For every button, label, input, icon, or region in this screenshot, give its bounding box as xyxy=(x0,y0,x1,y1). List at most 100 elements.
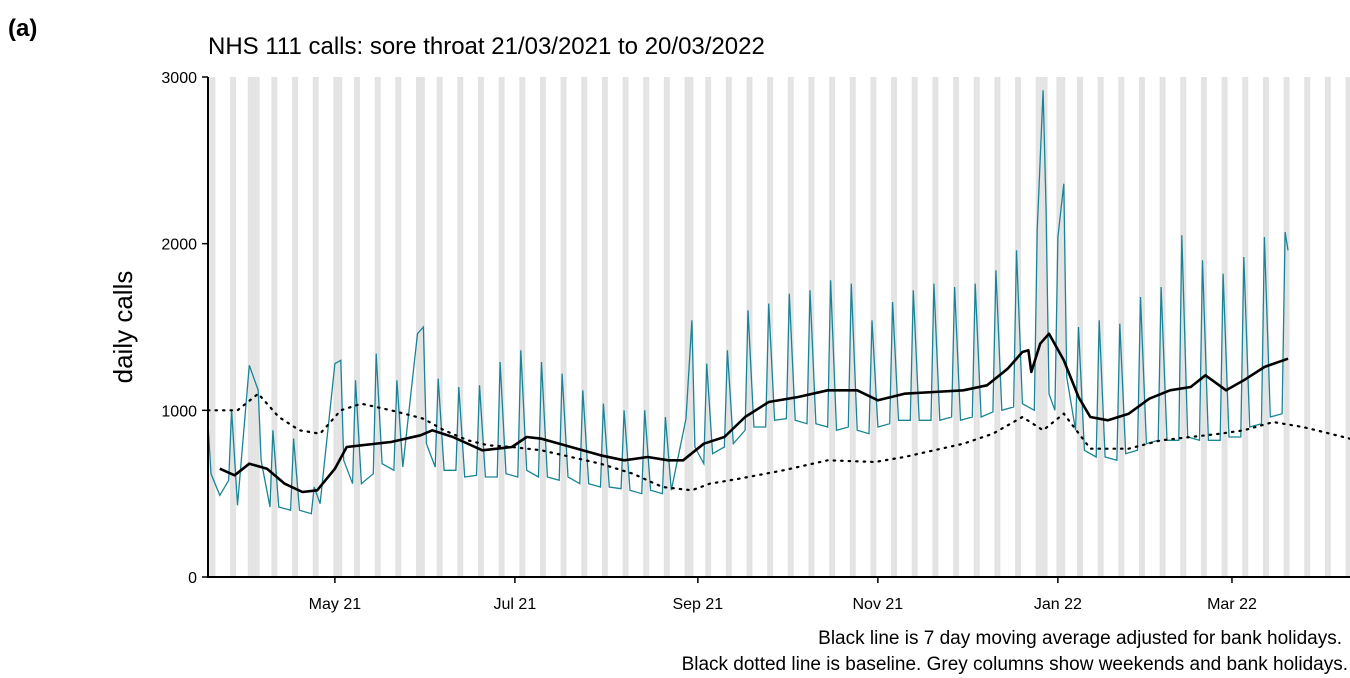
weekend-column xyxy=(1242,77,1246,577)
weekend-column xyxy=(374,77,378,577)
weekend-column xyxy=(725,77,729,577)
weekend-column xyxy=(292,77,296,577)
y-tick-label: 1000 xyxy=(161,403,197,420)
weekend-column xyxy=(563,77,567,577)
y-tick-label: 3000 xyxy=(161,70,197,87)
daily-line xyxy=(207,90,1289,515)
weekend-column xyxy=(416,77,419,577)
weekend-column xyxy=(501,77,505,577)
weekend-column xyxy=(460,77,464,577)
weekend-column xyxy=(253,77,257,577)
weekend-column xyxy=(643,77,647,577)
moving-average-line xyxy=(219,332,1289,494)
weekend-column xyxy=(935,77,939,577)
weekend-column xyxy=(539,77,543,577)
weekend-column xyxy=(1056,77,1060,577)
x-tick-label: Jan 22 xyxy=(1034,596,1082,613)
weekend-column xyxy=(398,77,402,577)
weekend-column xyxy=(749,77,753,577)
weekend-column xyxy=(478,77,481,577)
weekend-column xyxy=(395,77,399,577)
weekend-column xyxy=(480,77,484,577)
weekend-column xyxy=(439,77,443,577)
weekend-column xyxy=(295,77,299,577)
weekend-column xyxy=(457,77,461,577)
chart-title: NHS 111 calls: sore throat 21/03/2021 to… xyxy=(208,33,765,60)
weekend-column xyxy=(339,77,343,577)
weekend-column xyxy=(1324,77,1328,577)
weekend-column xyxy=(1162,77,1166,577)
weekend-column xyxy=(1221,77,1225,577)
weekend-column xyxy=(233,77,237,577)
weekend-column xyxy=(1180,77,1184,577)
x-tick-label: Sep 21 xyxy=(672,596,723,613)
x-axis-ticks: May 21 Jul 21 Sep 21 Nov 21 Jan 22 Mar 22 xyxy=(309,577,1257,613)
weekend-column xyxy=(436,77,440,577)
footnote-1: Black line is 7 day moving average adjus… xyxy=(818,628,1342,649)
weekend-column xyxy=(1200,77,1204,577)
weekend-column xyxy=(705,77,709,577)
weekend-column xyxy=(1035,77,1039,577)
weekend-column xyxy=(1044,77,1048,577)
series-layer xyxy=(206,90,1350,515)
weekend-column xyxy=(212,77,216,577)
weekend-column xyxy=(1121,77,1125,577)
weekend-column xyxy=(894,77,898,577)
weekend-column xyxy=(625,77,629,577)
weekend-column xyxy=(953,77,957,577)
weekend-column xyxy=(790,77,794,577)
weekend-column xyxy=(663,77,667,577)
weekend-column xyxy=(1100,77,1104,577)
weekend-column xyxy=(542,77,546,577)
weekend-column xyxy=(770,77,774,577)
weekend-column xyxy=(601,77,605,577)
x-tick-label: Mar 22 xyxy=(1207,596,1257,613)
weekend-column xyxy=(956,77,960,577)
weekend-column xyxy=(1159,77,1163,577)
weekend-column xyxy=(666,77,670,577)
weekend-column xyxy=(336,77,340,577)
weekend-column xyxy=(932,77,936,577)
weekend-column xyxy=(247,77,251,577)
weekend-column xyxy=(1224,77,1228,577)
x-tick-label: Jul 21 xyxy=(494,596,537,613)
weekend-column xyxy=(271,77,275,577)
weekend-column xyxy=(973,77,977,577)
weekend-column xyxy=(994,77,998,577)
weekend-column xyxy=(1307,77,1311,577)
weekend-column xyxy=(584,77,588,577)
weekend-column xyxy=(1059,77,1063,577)
y-axis-label: daily calls xyxy=(108,271,138,384)
weekend-column xyxy=(498,77,502,577)
weekend-column xyxy=(708,77,712,577)
weekend-column xyxy=(1038,77,1042,577)
weekend-column xyxy=(849,77,853,577)
weekend-column xyxy=(1015,77,1019,577)
weekend-column xyxy=(808,77,812,577)
weekend-column xyxy=(522,77,526,577)
weekend-column xyxy=(1286,77,1290,577)
weekend-column xyxy=(418,77,422,577)
y-tick-label: 2000 xyxy=(161,237,197,254)
weekend-column xyxy=(1203,77,1207,577)
weekend-column xyxy=(1062,77,1066,577)
weekend-column xyxy=(604,77,608,577)
baseline-line xyxy=(206,392,1350,492)
weekend-column xyxy=(560,77,564,577)
y-axis-ticks: 0 1000 2000 3000 xyxy=(161,70,208,587)
weekend-column xyxy=(256,77,260,577)
weekend-column xyxy=(914,77,918,577)
x-tick-label: Nov 21 xyxy=(853,596,904,613)
weekend-column xyxy=(333,77,337,577)
weekend-column xyxy=(829,77,833,577)
weekend-column xyxy=(1327,77,1331,577)
weekend-column xyxy=(209,77,213,577)
weekend-column xyxy=(315,77,319,577)
weekend-column xyxy=(1079,77,1083,577)
weekend-column xyxy=(787,77,791,577)
weekend-column xyxy=(873,77,877,577)
footnote-2: Black dotted line is baseline. Grey colu… xyxy=(682,654,1348,675)
weekend-column xyxy=(1283,77,1287,577)
weekend-column xyxy=(357,77,360,577)
